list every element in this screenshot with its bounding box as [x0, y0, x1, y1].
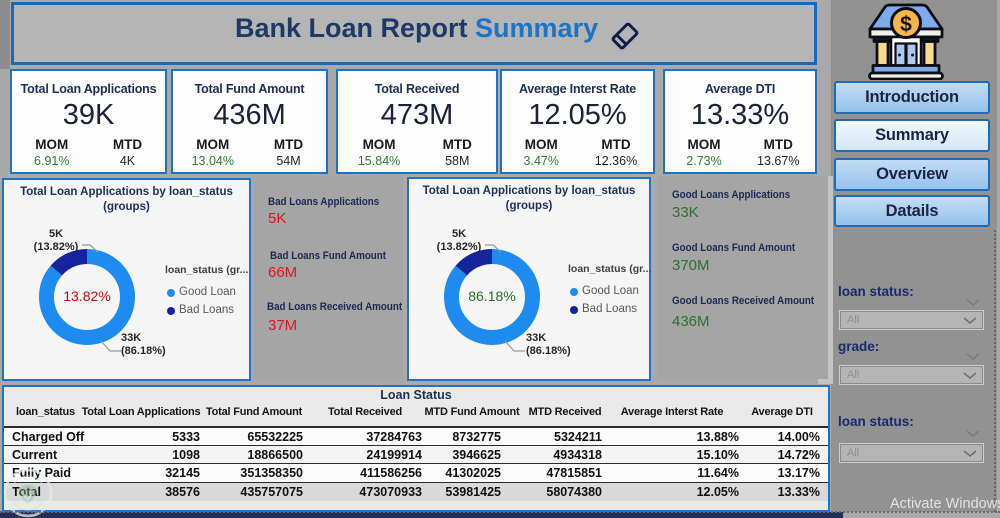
svg-text:$: $	[900, 13, 912, 36]
